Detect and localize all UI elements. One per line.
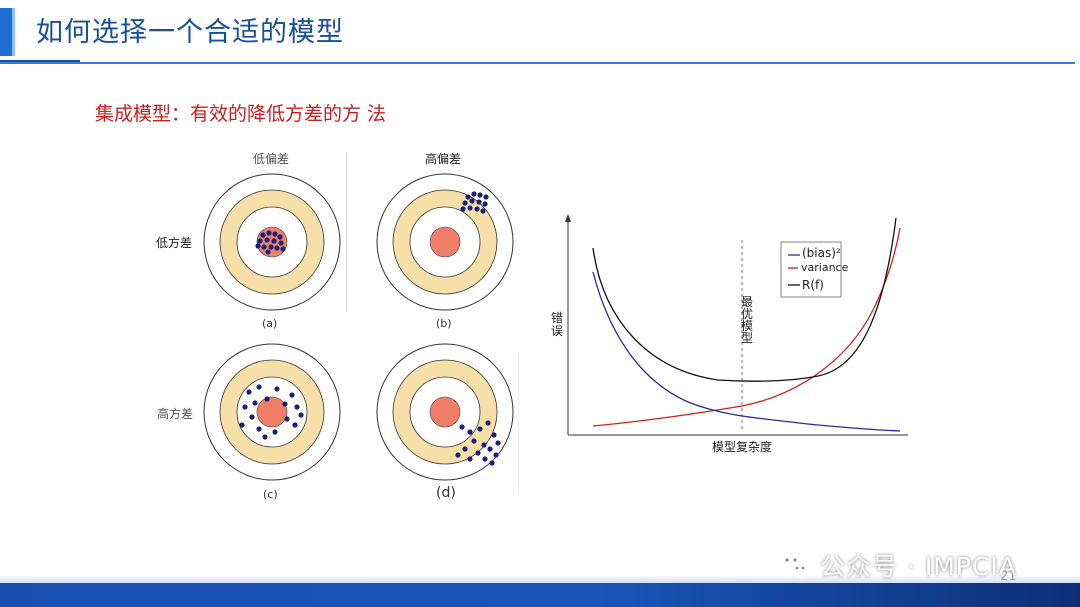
slide-subtitle: 集成模型：有效的降低方差的方 法 (95, 103, 387, 125)
series-bias-line (592, 271, 901, 432)
target-c-diagram (203, 343, 341, 481)
caption-d: (d) (436, 485, 456, 501)
page-number: 21 (1000, 569, 1017, 584)
caption-a: (a) (262, 317, 278, 330)
col-label-high-bias: 高偏差 (425, 152, 462, 166)
watermark: 公众号 · IMPCIA (778, 548, 1017, 582)
watermark-text: 公众号 · IMPCIA (820, 552, 1017, 581)
target-d-diagram (376, 343, 514, 481)
bias-variance-chart (565, 214, 908, 436)
col-label-low-bias: 低偏差 (253, 152, 290, 166)
footer-fade (0, 575, 1080, 583)
title-accent-bar-light (12, 8, 15, 56)
row-label-low-variance: 低方差 (156, 236, 193, 250)
slide-title: 如何选择一个合适的模型 (36, 17, 344, 48)
panel-separator-lower (518, 352, 519, 492)
title-rule (0, 62, 1075, 64)
chart-x-label: 模型复杂度 (712, 440, 773, 454)
y-axis-arrow-icon (565, 214, 571, 222)
series-variance-line (592, 227, 901, 427)
target-a-diagram (203, 173, 341, 311)
row-label-high-variance: 高方差 (157, 407, 194, 421)
chart-y-label: 错误 (551, 311, 564, 338)
caption-c: (c) (263, 488, 278, 501)
caption-b: (b) (436, 317, 452, 330)
legend-box (780, 241, 842, 298)
footer-bar (0, 583, 1080, 607)
title-accent-bar (0, 8, 12, 56)
panel-separator (346, 152, 347, 312)
legend-label-risk: R(f) (802, 278, 824, 292)
optimal-model-annotation: 最优模型 (741, 295, 754, 345)
legend-label-bias: (bias)² (802, 246, 841, 260)
legend-label-variance: variance (801, 261, 849, 274)
wechat-icon (779, 552, 810, 578)
series-risk-line (592, 217, 897, 382)
target-b-diagram (376, 173, 514, 311)
